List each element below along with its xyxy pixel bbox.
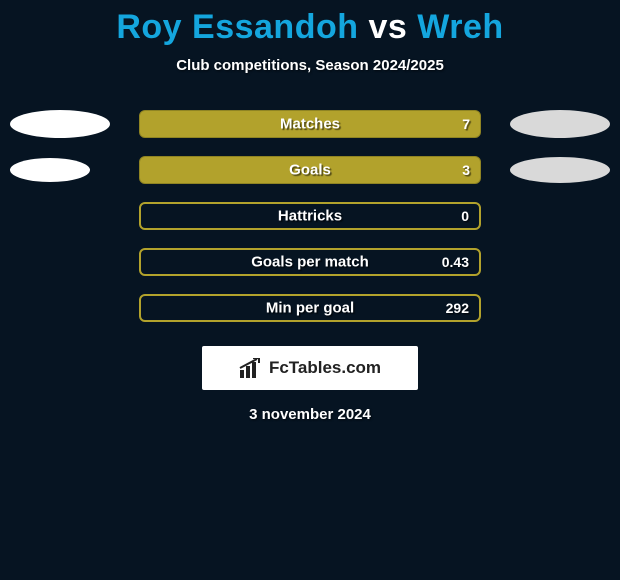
stat-label: Goals [289, 162, 331, 179]
stat-label: Matches [280, 116, 340, 133]
stat-bar: Hattricks 0 [139, 202, 481, 230]
player1-marker [10, 110, 110, 138]
stat-value-right: 3 [462, 162, 470, 178]
stat-row: Goals per match 0.43 [0, 248, 620, 276]
page-title: Roy Essandoh vs Wreh [0, 8, 620, 47]
stat-rows: Matches 7 Goals 3 Hattricks 0 Goals per match 0… [0, 110, 620, 322]
logo-suffix: .com [341, 358, 381, 377]
bars-icon [239, 358, 263, 378]
stat-bar: Goals 3 [139, 156, 481, 184]
stat-row: Hattricks 0 [0, 202, 620, 230]
stat-label: Goals per match [251, 254, 369, 271]
logo-text: FcTables.com [269, 358, 381, 378]
player2-name: Wreh [417, 8, 503, 46]
player2-marker [510, 110, 610, 138]
stat-value-right: 0 [461, 208, 469, 224]
player2-marker [510, 157, 610, 183]
comparison-card: Roy Essandoh vs Wreh Club competitions, … [0, 0, 620, 423]
stat-bar: Min per goal 292 [139, 294, 481, 322]
stat-row: Matches 7 [0, 110, 620, 138]
stat-label: Min per goal [266, 300, 354, 317]
player1-marker [10, 158, 90, 182]
stat-label: Hattricks [278, 208, 342, 225]
vs-separator: vs [368, 8, 407, 46]
stat-bar: Matches 7 [139, 110, 481, 138]
stat-row: Goals 3 [0, 156, 620, 184]
stat-value-right: 0.43 [442, 254, 469, 270]
fctables-logo[interactable]: FcTables.com [202, 346, 418, 390]
logo-prefix: Fc [269, 358, 289, 377]
date-label: 3 november 2024 [0, 406, 620, 423]
stat-value-right: 7 [462, 116, 470, 132]
stat-bar: Goals per match 0.43 [139, 248, 481, 276]
stat-value-right: 292 [446, 300, 469, 316]
logo-main: Tables [289, 358, 342, 377]
subtitle: Club competitions, Season 2024/2025 [0, 57, 620, 74]
player1-name: Roy Essandoh [116, 8, 358, 46]
stat-row: Min per goal 292 [0, 294, 620, 322]
